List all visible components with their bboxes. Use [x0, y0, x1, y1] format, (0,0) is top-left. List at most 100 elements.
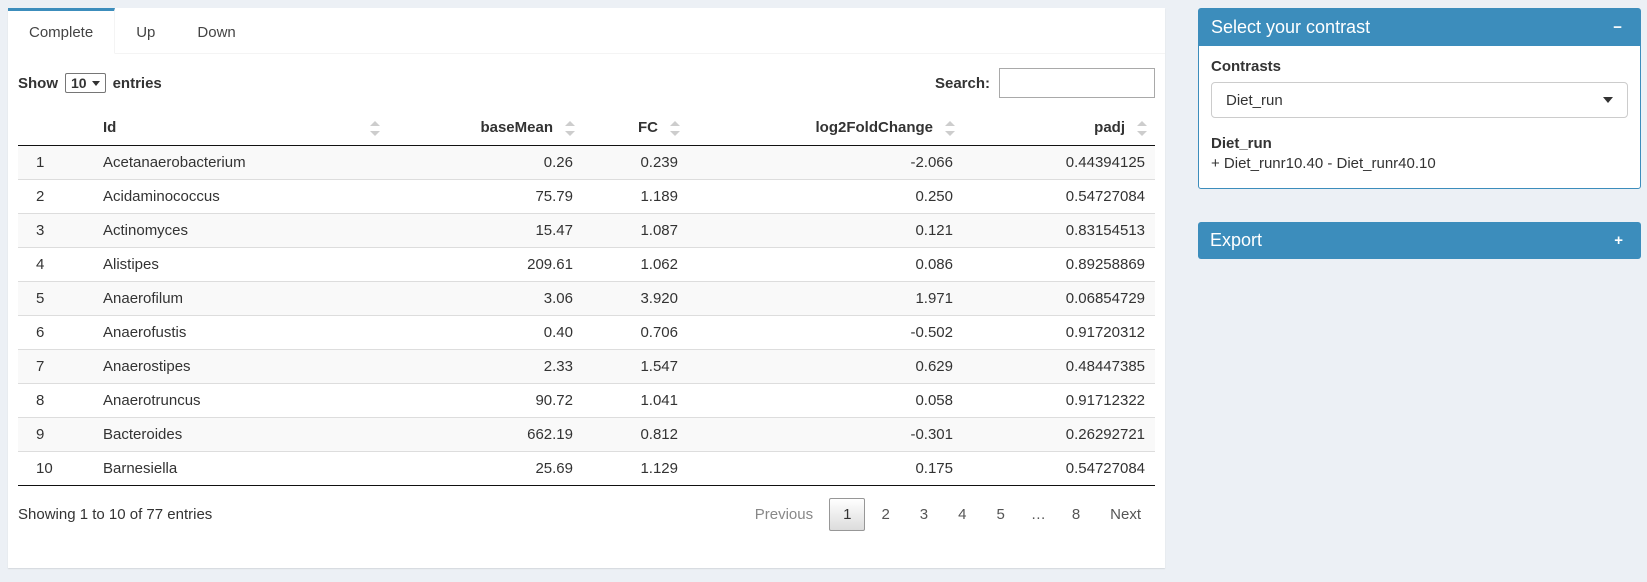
cell-rownum: 3: [36, 222, 45, 239]
table-info: Showing 1 to 10 of 77 entries: [18, 506, 213, 523]
cell-padj: 0.54727084: [1065, 460, 1145, 477]
select-contrast-panel-title: Select your contrast: [1211, 17, 1371, 37]
column-header-padj-label: padj: [1094, 119, 1125, 136]
column-header-log2foldchange-label: log2FoldChange: [815, 119, 934, 136]
tab-complete[interactable]: Complete: [8, 8, 116, 54]
search-input[interactable]: [999, 68, 1155, 98]
contrast-name: Diet_run: [1211, 135, 1272, 152]
cell-id: Bacteroides: [103, 426, 183, 443]
cell-id: Anaerofustis: [103, 324, 187, 341]
results-table: Id baseMean FC log2FoldChange padj: [18, 110, 1155, 486]
column-header-fc-label: FC: [638, 119, 658, 136]
caret-down-icon: [1603, 97, 1613, 103]
sort-icon: [370, 120, 380, 137]
cell-fc: 1.087: [640, 222, 678, 239]
cell-log2foldchange: 0.121: [915, 222, 953, 239]
contrasts-label: Contrasts: [1211, 58, 1282, 75]
collapse-minus-icon[interactable]: −: [1613, 19, 1622, 36]
pagination-page-button[interactable]: 8: [1071, 506, 1081, 523]
tab-down[interactable]: Down: [197, 24, 236, 41]
cell-id: Anaerofilum: [103, 290, 184, 307]
table-controls: Show 10 entries Search:: [8, 54, 1165, 108]
table-row[interactable]: 9 Bacteroides 662.19 0.812 -0.301 0.2629…: [18, 417, 1155, 452]
column-header-padj[interactable]: padj: [963, 110, 1155, 146]
entries-length-control: Show 10 entries: [18, 73, 162, 93]
pagination-page-button[interactable]: 5: [996, 506, 1005, 523]
select-contrast-panel-header: Select your contrast −: [1199, 9, 1640, 46]
pagination-previous-button[interactable]: Previous: [754, 506, 814, 523]
column-header-log2foldchange[interactable]: log2FoldChange: [688, 110, 963, 146]
cell-fc: 3.920: [640, 290, 678, 307]
table-row[interactable]: 5 Anaerofilum 3.06 3.920 1.971 0.0685472…: [18, 281, 1155, 316]
table-row[interactable]: 3 Actinomyces 15.47 1.087 0.121 0.831545…: [18, 213, 1155, 248]
cell-basemean: 90.72: [535, 392, 573, 409]
pagination-next-button[interactable]: Next: [1110, 506, 1141, 523]
cell-fc: 0.812: [640, 426, 678, 443]
cell-id: Alistipes: [103, 256, 159, 273]
pagination-page-button[interactable]: 3: [919, 506, 929, 523]
results-panel: Complete Up Down Show 10 entries Search:: [8, 8, 1165, 568]
cell-rownum: 10: [36, 460, 53, 477]
entries-select[interactable]: 10: [65, 73, 106, 93]
cell-padj: 0.91712322: [1065, 392, 1145, 409]
cell-padj: 0.91720312: [1065, 324, 1145, 341]
column-header-basemean[interactable]: baseMean: [388, 110, 583, 146]
cell-padj: 0.54727084: [1065, 188, 1145, 205]
pagination-page-button[interactable]: 1: [829, 498, 866, 531]
tab-up[interactable]: Up: [136, 24, 156, 41]
cell-basemean: 3.06: [543, 290, 573, 307]
column-header-fc[interactable]: FC: [583, 110, 688, 146]
table-header-row: Id baseMean FC log2FoldChange padj: [18, 110, 1155, 146]
cell-rownum: 8: [36, 392, 45, 409]
table-row[interactable]: 8 Anaerotruncus 90.72 1.041 0.058 0.9171…: [18, 384, 1155, 418]
cell-log2foldchange: 0.175: [915, 460, 953, 477]
cell-log2foldchange: -0.301: [910, 426, 953, 443]
cell-id: Anaerostipes: [103, 358, 191, 375]
cell-fc: 1.062: [640, 256, 678, 273]
cell-padj: 0.06854729: [1065, 290, 1145, 307]
search-label: Search:: [934, 74, 990, 92]
contrast-formula: + Diet_runr10.40 - Diet_runr40.10: [1211, 155, 1436, 172]
pagination-page-button[interactable]: 4: [958, 506, 967, 523]
sort-icon: [670, 120, 680, 137]
cell-padj: 0.48447385: [1065, 358, 1145, 375]
cell-id: Acidaminococcus: [103, 188, 220, 205]
cell-basemean: 209.61: [527, 256, 573, 273]
cell-log2foldchange: -0.502: [910, 324, 953, 341]
cell-id: Acetanaerobacterium: [103, 154, 246, 171]
cell-log2foldchange: 1.971: [915, 290, 953, 307]
cell-rownum: 6: [36, 324, 45, 341]
column-header-id[interactable]: Id: [93, 110, 388, 146]
cell-rownum: 9: [36, 426, 45, 443]
table-row[interactable]: 6 Anaerofustis 0.40 0.706 -0.502 0.91720…: [18, 316, 1155, 350]
search-control: Search:: [935, 68, 1155, 98]
pagination-page-button[interactable]: 2: [881, 506, 890, 523]
table-row[interactable]: 2 Acidaminococcus 75.79 1.189 0.250 0.54…: [18, 180, 1155, 214]
cell-basemean: 15.47: [535, 222, 573, 239]
cell-basemean: 662.19: [527, 426, 573, 443]
cell-fc: 1.041: [640, 392, 678, 409]
results-tab-bar: Complete Up Down: [8, 8, 1165, 54]
cell-rownum: 7: [36, 358, 45, 375]
contrast-select[interactable]: Diet_run: [1211, 82, 1628, 118]
cell-padj: 0.83154513: [1065, 222, 1145, 239]
select-contrast-panel-body: Contrasts Diet_run Diet_run + Diet_runr1…: [1199, 46, 1640, 188]
table-row[interactable]: 7 Anaerostipes 2.33 1.547 0.629 0.484473…: [18, 349, 1155, 384]
cell-rownum: 2: [36, 188, 45, 205]
table-row[interactable]: 4 Alistipes 209.61 1.062 0.086 0.8925886…: [18, 248, 1155, 282]
cell-basemean: 25.69: [535, 460, 573, 477]
cell-log2foldchange: -2.066: [910, 154, 953, 171]
cell-rownum: 1: [36, 154, 45, 171]
cell-log2foldchange: 0.086: [915, 256, 953, 273]
pagination-ellipsis: …: [1030, 506, 1046, 523]
table-row[interactable]: 10 Barnesiella 25.69 1.129 0.175 0.54727…: [18, 452, 1155, 486]
cell-id: Actinomyces: [103, 222, 189, 239]
cell-fc: 1.129: [640, 460, 678, 477]
cell-log2foldchange: 0.250: [915, 188, 953, 205]
expand-plus-icon[interactable]: +: [1614, 232, 1623, 249]
column-header-id-label: Id: [103, 119, 117, 136]
contrast-select-value: Diet_run: [1226, 91, 1283, 109]
table-row[interactable]: 1 Acetanaerobacterium 0.26 0.239 -2.066 …: [18, 145, 1155, 180]
entries-label: entries: [112, 74, 162, 92]
export-panel-title: Export: [1210, 230, 1263, 250]
